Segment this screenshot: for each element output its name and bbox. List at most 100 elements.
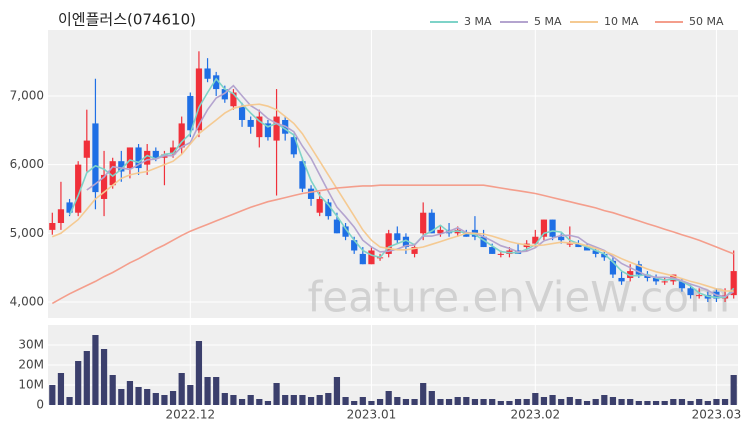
volume-bar [135, 387, 142, 405]
candle-body [549, 219, 556, 237]
volume-bar [558, 399, 565, 405]
candle-body [342, 226, 349, 237]
volume-bar [187, 385, 194, 405]
volume-tick-label: 30M [18, 338, 44, 352]
candle-body [230, 92, 237, 107]
candle-body [359, 253, 366, 265]
candle-body [290, 137, 297, 155]
candle-body [66, 202, 73, 213]
candle-body [135, 147, 142, 169]
volume-bar [316, 395, 323, 405]
candle-body [316, 198, 323, 213]
candle-body [83, 140, 90, 158]
volume-bar [730, 375, 737, 405]
candle-body [575, 243, 582, 248]
candle-body [696, 295, 703, 297]
volume-bar [290, 395, 297, 405]
candle-body [411, 247, 418, 254]
candle-body [385, 233, 392, 254]
volume-tick-label: 0 [36, 398, 44, 412]
candle-body [187, 95, 194, 131]
volume-bar [454, 397, 461, 405]
volume-bar [83, 351, 90, 405]
volume-bar [601, 395, 608, 405]
candle-body [49, 223, 56, 230]
volume-bar [566, 397, 573, 405]
candle-body [730, 271, 737, 296]
candle-body [437, 229, 444, 234]
volume-bar [644, 401, 651, 405]
legend-label: 10 MA [604, 15, 639, 28]
candle-body [368, 250, 375, 265]
candle-body [497, 253, 504, 255]
volume-bar [221, 393, 228, 405]
volume-bar [66, 397, 73, 405]
volume-bar [445, 399, 453, 405]
volume-bar [592, 399, 599, 405]
candle-body [118, 161, 125, 172]
candle-body [178, 123, 185, 148]
candle-body [273, 116, 280, 141]
candle-body [566, 243, 573, 245]
ma-line [52, 103, 734, 292]
x-tick-label: 2023.01 [347, 408, 397, 422]
candle-body [264, 123, 272, 138]
candle-body [333, 219, 341, 234]
watermark: feature.enVieW.com [307, 273, 730, 322]
volume-bar [540, 397, 548, 405]
volume-bar [57, 373, 65, 405]
candle-body [126, 147, 134, 169]
x-tick-label: 2023.03 [692, 408, 742, 422]
volume-tick-label: 10M [18, 378, 44, 392]
volume-bar [506, 401, 513, 405]
candle-body [169, 147, 177, 155]
y-tick-label: 4,000 [10, 294, 44, 308]
volume-bar [497, 401, 504, 405]
volume-bar [437, 399, 444, 405]
ma-line [51, 184, 734, 305]
candle-body [247, 119, 254, 127]
volume-bar [687, 401, 694, 405]
candle-body [678, 281, 686, 289]
candle-body [661, 281, 668, 283]
candle-body [609, 260, 617, 275]
volume-bar [75, 361, 82, 405]
volume-bar [394, 397, 401, 405]
y-tick-label: 6,000 [10, 157, 44, 171]
volume-bar [351, 401, 358, 405]
volume-bar [359, 397, 366, 405]
volume-bar [696, 399, 703, 405]
volume-bar [713, 399, 720, 405]
volume-bar [256, 399, 263, 405]
volume-bar [264, 401, 272, 405]
volume-bar [385, 391, 392, 405]
volume-bar [678, 399, 686, 405]
x-tick-label: 2023.02 [511, 408, 561, 422]
volume-bar [428, 391, 435, 405]
volume-bar [420, 383, 427, 405]
candle-body [420, 212, 427, 234]
volume-bar [109, 375, 116, 405]
candle-body [325, 202, 332, 217]
volume-bar [161, 395, 168, 405]
volume-bar [49, 385, 56, 405]
volume-bar [299, 395, 306, 405]
legend-label: 5 MA [534, 15, 562, 28]
volume-bar [402, 399, 410, 405]
candle-body [489, 247, 496, 254]
candle-body [428, 212, 435, 234]
volume-bar [583, 401, 591, 405]
volume-bar [489, 399, 496, 405]
volume-bar [670, 399, 677, 405]
volume-bar [609, 397, 617, 405]
candle-body [463, 233, 470, 237]
candle-body [540, 219, 548, 237]
ma-line [86, 84, 735, 298]
candle-body [601, 253, 608, 258]
volume-bar [169, 391, 177, 405]
candle-body [256, 116, 263, 138]
candle-body [299, 161, 306, 189]
legend-label: 50 MA [689, 15, 724, 28]
volume-bar [333, 377, 341, 405]
